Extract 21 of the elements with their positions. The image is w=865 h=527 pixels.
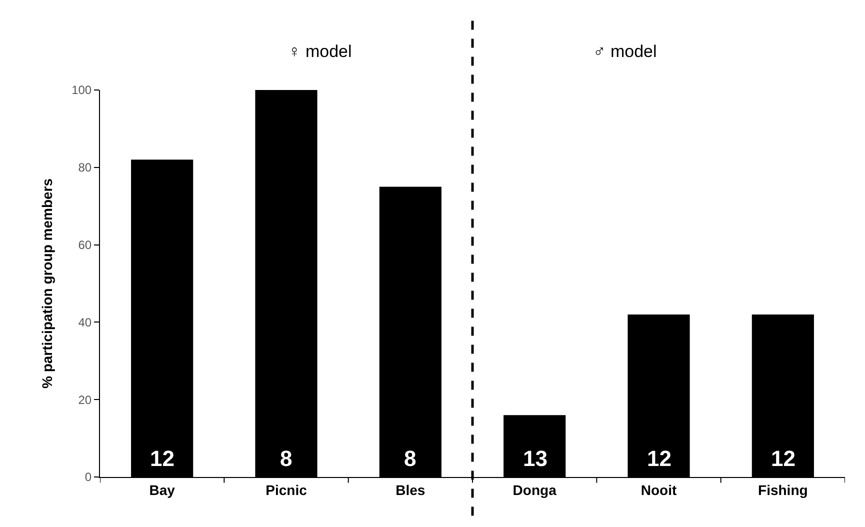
x-tick-label: Fishing <box>758 482 808 498</box>
x-tick-label: Donga <box>512 482 557 498</box>
y-axis-title: % participation group members <box>39 178 56 389</box>
y-tick-label: 60 <box>78 238 92 252</box>
x-tick-label: Picnic <box>266 482 308 498</box>
x-tick-label: Bay <box>149 482 176 498</box>
y-tick-label: 80 <box>78 160 92 175</box>
x-tick-label: Bles <box>396 482 426 498</box>
annotation: 13 <box>523 446 548 471</box>
annotation: 12 <box>150 446 174 471</box>
y-tick-label: 20 <box>78 392 92 407</box>
text: ♂ model <box>593 42 657 61</box>
y-tick-label: 0 <box>84 470 92 484</box>
text: ♀ model <box>288 42 352 61</box>
annotation: 8 <box>280 446 292 471</box>
y-tick-label: 100 <box>72 83 92 98</box>
y-tick-label: 40 <box>78 315 92 330</box>
annotation: 12 <box>771 446 796 471</box>
annotation: 12 <box>647 446 672 471</box>
x-tick-label: Nooit <box>640 482 677 498</box>
annotation: 8 <box>404 446 416 471</box>
